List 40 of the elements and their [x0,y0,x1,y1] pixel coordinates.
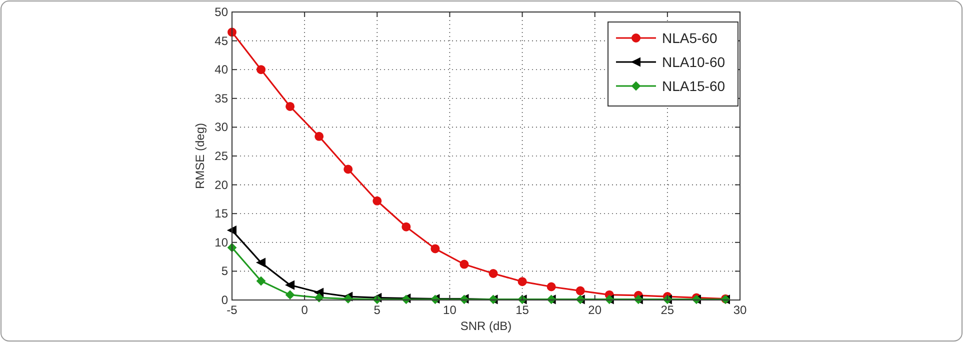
y-tick-label: 35 [214,91,228,106]
point [546,282,556,292]
point [518,277,527,286]
x-tick-label: 20 [588,303,602,317]
point [576,286,585,296]
point [488,269,498,278]
x-axis-title: SNR (dB) [460,319,512,333]
point [314,132,324,141]
y-tick-label: 5 [221,264,228,278]
point [286,290,295,300]
point [286,102,295,111]
point [286,280,295,290]
y-tick-label: 0 [221,293,228,307]
legend-label: NLA5-60 [662,30,718,46]
point [430,244,440,254]
point [372,196,382,206]
y-tick-label: 25 [214,149,228,163]
y-tick-label: 15 [214,206,228,221]
x-tick-label: 0 [301,303,308,317]
point [256,276,266,286]
y-axis-title: RMSE (deg) [193,122,207,190]
x-tick-label: 5 [374,303,381,317]
x-tick-label: 15 [516,303,530,317]
y-tick-label: 50 [214,5,228,19]
point [460,260,469,269]
point [256,65,266,74]
x-tick-label: 10 [443,303,457,317]
y-tick-label: 10 [214,235,228,250]
x-tick-label: 25 [660,303,674,317]
point [344,164,353,174]
x-tick-label: 30 [733,303,747,317]
y-tick-label: 45 [214,34,228,48]
x-tick-label: -5 [226,303,238,317]
y-tick-label: 20 [214,178,228,192]
y-tick-label: 40 [214,62,228,77]
legend-label: NLA15-60 [662,78,726,94]
point [256,258,266,268]
point [402,222,411,232]
legend-label: NLA10-60 [662,54,726,70]
y-tick-label: 30 [214,120,228,134]
